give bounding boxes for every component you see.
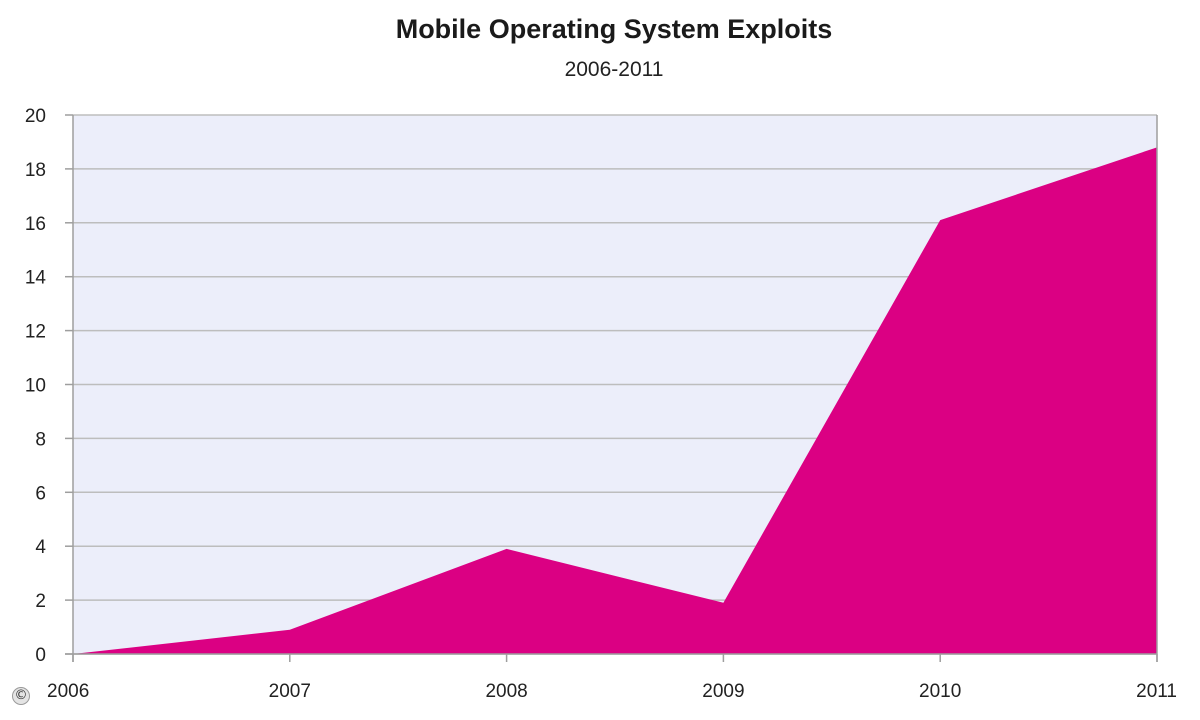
x-axis-ticks: 2006 2007 2008 2009 2010 2011 xyxy=(47,654,1177,702)
chart-subtitle: 2006-2011 xyxy=(564,58,664,81)
x-tick-label-2011: 2011 xyxy=(1136,681,1177,702)
copyright-icon: © xyxy=(12,687,30,705)
area-series xyxy=(73,147,1157,654)
y-tick-label-0: 0 xyxy=(35,645,46,666)
x-tick-label-2009: 2009 xyxy=(702,681,744,702)
chart-title: Mobile Operating System Exploits xyxy=(395,14,833,44)
y-tick-label-10: 20 xyxy=(25,106,46,127)
y-tick-label-6: 12 xyxy=(25,322,46,343)
x-tick-label-2008: 2008 xyxy=(485,681,527,702)
y-tick-label-4: 8 xyxy=(35,429,46,450)
y-tick-label-1: 2 xyxy=(35,591,46,612)
y-tick-label-2: 4 xyxy=(35,537,46,558)
y-tick-label-5: 10 xyxy=(25,376,46,397)
x-tick-label-2010: 2010 xyxy=(919,681,961,702)
y-tick-label-9: 18 xyxy=(25,160,46,181)
x-tick-label-2007: 2007 xyxy=(269,681,311,702)
y-tick-label-3: 6 xyxy=(35,483,46,504)
x-tick-label-2006: 2006 xyxy=(47,681,89,702)
y-tick-label-7: 14 xyxy=(25,268,47,289)
axes xyxy=(65,115,1158,662)
y-axis-ticks: 0 2 4 6 8 10 12 14 16 18 20 xyxy=(25,106,73,666)
y-tick-label-8: 16 xyxy=(25,214,46,235)
